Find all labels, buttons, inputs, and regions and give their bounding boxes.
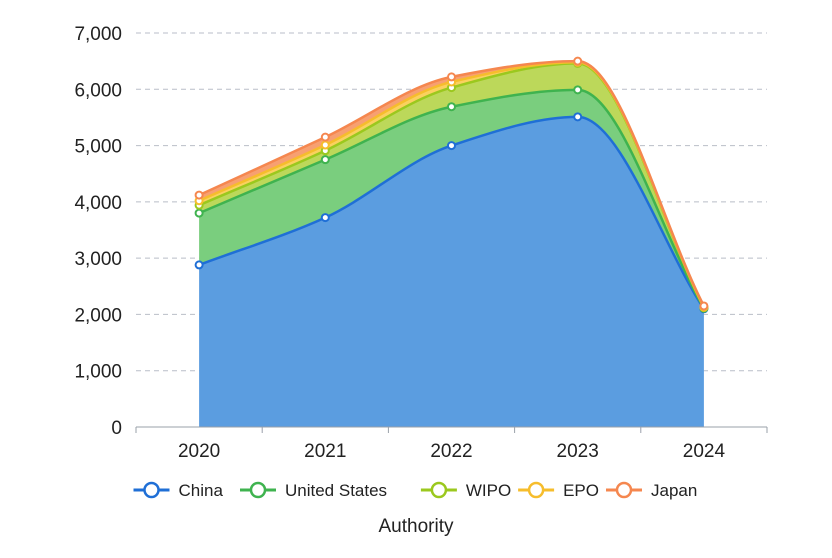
y-tick-label: 0 (111, 418, 122, 439)
point-united-states[interactable] (448, 103, 455, 110)
y-tick-label: 5,000 (74, 137, 122, 158)
y-tick-label: 3,000 (74, 249, 122, 270)
x-tick-label: 2020 (178, 441, 220, 462)
point-japan[interactable] (196, 192, 203, 199)
point-china[interactable] (196, 261, 203, 268)
y-tick-label: 1,000 (74, 362, 122, 383)
legend-item-japan[interactable]: Japan (606, 481, 697, 500)
y-tick-label: 4,000 (74, 193, 122, 214)
point-japan[interactable] (574, 58, 581, 65)
stacked-area-chart: 0 1,000 2,000 3,000 4,000 5,000 6,000 7,000 2020… (0, 0, 832, 558)
x-tick-label: 2023 (557, 441, 599, 462)
legend-label: WIPO (466, 481, 511, 500)
y-tick-label: 6,000 (74, 80, 122, 101)
legend[interactable]: China United States WIPO EPO Japan (134, 481, 698, 500)
x-axis-title: Authority (379, 516, 454, 537)
legend-item-china[interactable]: China (134, 481, 224, 500)
legend-label: Japan (651, 481, 697, 500)
point-united-states[interactable] (574, 86, 581, 93)
point-japan[interactable] (700, 302, 707, 309)
legend-circle-marker (617, 483, 631, 497)
area-layer (199, 61, 704, 427)
legend-label: United States (285, 481, 387, 500)
legend-label: EPO (563, 481, 599, 500)
legend-circle-marker (432, 483, 446, 497)
point-china[interactable] (574, 113, 581, 120)
y-tick-label: 7,000 (74, 24, 122, 45)
legend-circle-marker (529, 483, 543, 497)
point-united-states[interactable] (196, 210, 203, 217)
legend-item-epo[interactable]: EPO (518, 481, 599, 500)
point-japan[interactable] (322, 134, 329, 141)
legend-label: China (179, 481, 224, 500)
legend-circle-marker (145, 483, 159, 497)
point-epo[interactable] (322, 142, 329, 149)
point-united-states[interactable] (322, 156, 329, 163)
x-tick-label: 2022 (430, 441, 472, 462)
legend-item-united-states[interactable]: United States (240, 481, 387, 500)
point-japan[interactable] (448, 73, 455, 80)
x-tick-label: 2021 (304, 441, 346, 462)
legend-circle-marker (251, 483, 265, 497)
point-china[interactable] (322, 214, 329, 221)
x-tick-label: 2024 (683, 441, 726, 462)
y-tick-label: 2,000 (74, 305, 122, 326)
chart-container: 0 1,000 2,000 3,000 4,000 5,000 6,000 7,000 2020… (0, 0, 832, 558)
legend-item-wipo[interactable]: WIPO (421, 481, 511, 500)
point-china[interactable] (448, 142, 455, 149)
